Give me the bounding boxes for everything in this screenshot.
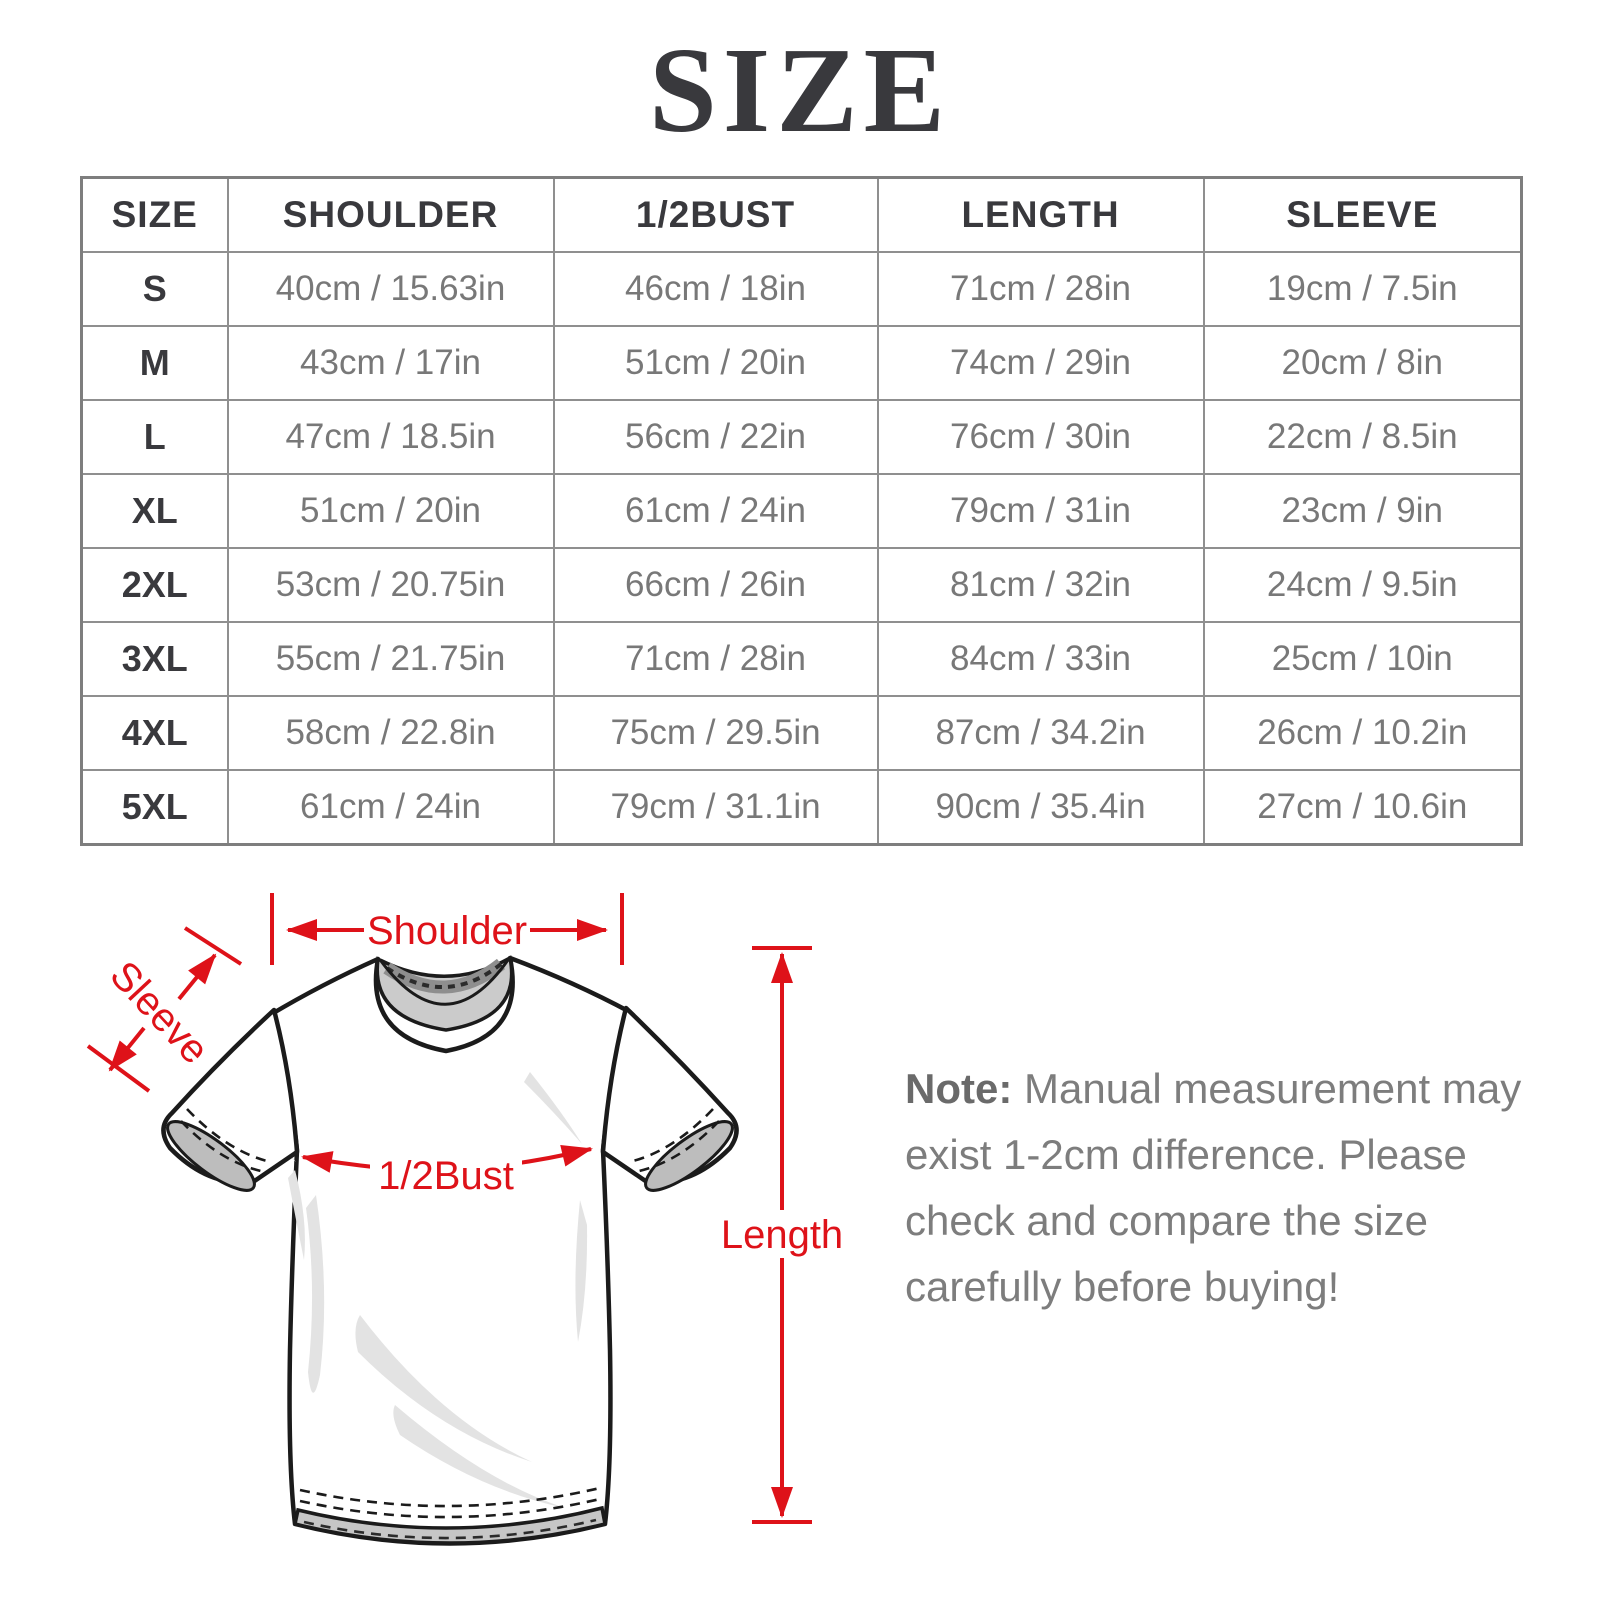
table-row: M 43cm / 17in 51cm / 20in 74cm / 29in 20… [80,325,1523,401]
page-title: SIZE [648,23,952,158]
measurement-annotations: Shoulder Sleeve 1/2Bust [86,893,850,1524]
shoulder-cell: 55cm / 21.75in [226,621,555,697]
table-row: 4XL 58cm / 22.8in 75cm / 29.5in 87cm / 3… [80,695,1523,771]
wrinkle [524,1072,582,1144]
shoulder-cell: 53cm / 20.75in [226,547,555,623]
length-label: Length [721,1213,843,1257]
sleeve-cell: 20cm / 8in [1202,325,1523,401]
sleeve-cell: 23cm / 9in [1202,473,1523,549]
bust-cell: 51cm / 20in [552,325,879,401]
length-cell: 87cm / 34.2in [876,695,1205,771]
shoulder-cell: 40cm / 15.63in [226,251,555,327]
sleeve-cell: 25cm / 10in [1202,621,1523,697]
column-header-length: LENGTH [876,176,1205,253]
length-cell: 71cm / 28in [876,251,1205,327]
column-header-shoulder: SHOULDER [226,176,555,253]
length-cell: 81cm / 32in [876,547,1205,623]
bust-cell: 75cm / 29.5in [552,695,879,771]
bust-cell: 56cm / 22in [552,399,879,475]
bust-measure: 1/2Bust [301,1145,593,1198]
sleeve-cell: 22cm / 8.5in [1202,399,1523,475]
bust-cell: 71cm / 28in [552,621,879,697]
column-header-sleeve: SLEEVE [1202,176,1523,253]
length-cell: 76cm / 30in [876,399,1205,475]
size-cell: S [80,251,229,327]
size-cell: 3XL [80,621,229,697]
length-cell: 79cm / 31in [876,473,1205,549]
size-cell: 5XL [80,769,229,846]
shoulder-label: Shoulder [367,909,527,953]
size-cell: M [80,325,229,401]
tshirt-illustration [161,955,739,1546]
shoulder-cell: 51cm / 20in [226,473,555,549]
shoulder-cell: 61cm / 24in [226,769,555,846]
tshirt-collar [375,955,514,1032]
length-cell: 74cm / 29in [876,325,1205,401]
table-row: 3XL 55cm / 21.75in 71cm / 28in 84cm / 33… [80,621,1523,697]
table-row: L 47cm / 18.5in 56cm / 22in 76cm / 30in … [80,399,1523,475]
size-cell: 2XL [80,547,229,623]
size-cell: 4XL [80,695,229,771]
table-row: 5XL 61cm / 24in 79cm / 31.1in 90cm / 35.… [80,769,1523,846]
table-row: XL 51cm / 20in 61cm / 24in 79cm / 31in 2… [80,473,1523,549]
bust-cell: 61cm / 24in [552,473,879,549]
shoulder-measure: Shoulder [270,893,624,965]
bust-cell: 79cm / 31.1in [552,769,879,846]
shoulder-cell: 58cm / 22.8in [226,695,555,771]
measurement-note: Note: Manual measurement may exist 1-2cm… [905,1056,1525,1320]
size-cell: XL [80,473,229,549]
wrinkle [306,1195,325,1393]
column-header-bust: 1/2BUST [552,176,879,253]
shoulder-cell: 43cm / 17in [226,325,555,401]
table-row: 2XL 53cm / 20.75in 66cm / 26in 81cm / 32… [80,547,1523,623]
sleeve-cell: 26cm / 10.2in [1202,695,1523,771]
sleeve-cell: 19cm / 7.5in [1202,251,1523,327]
size-table: SIZE SHOULDER 1/2BUST LENGTH SLEEVE S 40… [80,176,1523,846]
size-cell: L [80,399,229,475]
tshirt-hem [292,1486,608,1545]
tshirt-measurement-diagram: Shoulder Sleeve 1/2Bust [86,893,850,1546]
bust-label: 1/2Bust [378,1154,514,1198]
note-text: Manual measurement may exist 1-2cm diffe… [905,1065,1522,1310]
length-measure: Length [714,946,850,1524]
bust-cell: 46cm / 18in [552,251,879,327]
sleeve-cell: 27cm / 10.6in [1202,769,1523,846]
sleeve-cell: 24cm / 9.5in [1202,547,1523,623]
wrinkle [575,1200,588,1342]
tshirt-right-sleeve [600,1005,739,1192]
table-row: S 40cm / 15.63in 46cm / 18in 71cm / 28in… [80,251,1523,327]
table-header-row: SIZE SHOULDER 1/2BUST LENGTH SLEEVE [80,176,1523,253]
tshirt-left-sleeve [161,1007,300,1192]
note-label: Note: [905,1065,1013,1112]
length-cell: 90cm / 35.4in [876,769,1205,846]
bust-cell: 66cm / 26in [552,547,879,623]
length-cell: 84cm / 33in [876,621,1205,697]
wrinkle [288,1170,305,1260]
column-header-size: SIZE [80,176,229,253]
shoulder-cell: 47cm / 18.5in [226,399,555,475]
